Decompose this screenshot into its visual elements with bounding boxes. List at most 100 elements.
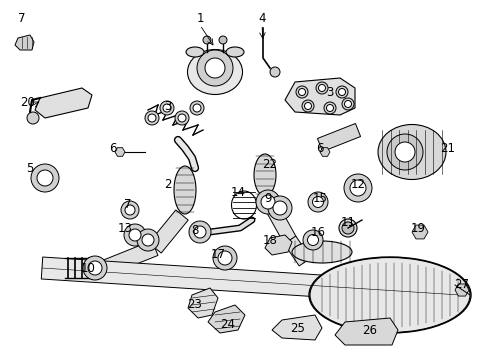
Circle shape	[318, 85, 325, 91]
Circle shape	[124, 224, 146, 246]
Text: 24: 24	[220, 319, 235, 332]
Polygon shape	[102, 240, 158, 275]
Text: 25: 25	[290, 321, 305, 334]
Circle shape	[129, 229, 141, 241]
Circle shape	[194, 226, 205, 238]
Polygon shape	[187, 288, 218, 318]
Ellipse shape	[338, 219, 356, 237]
Circle shape	[303, 230, 323, 250]
Text: 22: 22	[262, 158, 277, 171]
Text: 15: 15	[312, 192, 327, 204]
Circle shape	[338, 89, 345, 95]
Text: 23: 23	[187, 298, 202, 311]
Circle shape	[307, 234, 318, 246]
Text: 26: 26	[362, 324, 377, 337]
Circle shape	[125, 205, 135, 215]
Circle shape	[326, 104, 333, 112]
Text: 10: 10	[81, 261, 95, 274]
Polygon shape	[317, 123, 360, 152]
Circle shape	[190, 101, 203, 115]
Circle shape	[37, 170, 53, 186]
Polygon shape	[271, 315, 321, 340]
Text: 27: 27	[453, 279, 468, 292]
Circle shape	[189, 221, 210, 243]
Ellipse shape	[187, 49, 242, 94]
Text: 14: 14	[230, 186, 245, 199]
Text: 13: 13	[117, 221, 132, 234]
Ellipse shape	[185, 47, 203, 57]
Polygon shape	[35, 88, 92, 118]
Circle shape	[304, 103, 311, 109]
Text: 6: 6	[316, 141, 323, 154]
Text: 19: 19	[409, 221, 425, 234]
Text: 20: 20	[20, 95, 35, 108]
Text: 16: 16	[310, 226, 325, 239]
Circle shape	[145, 111, 159, 125]
Circle shape	[302, 100, 313, 112]
Text: 11: 11	[340, 216, 355, 230]
Circle shape	[269, 67, 280, 77]
Circle shape	[163, 104, 171, 112]
Circle shape	[178, 114, 185, 122]
Circle shape	[193, 104, 201, 112]
Polygon shape	[15, 35, 34, 50]
Polygon shape	[148, 210, 188, 253]
Text: 3: 3	[325, 85, 333, 99]
Polygon shape	[258, 192, 296, 243]
Circle shape	[341, 98, 353, 110]
Text: 4: 4	[258, 12, 265, 24]
Circle shape	[219, 36, 226, 44]
Circle shape	[121, 201, 139, 219]
Circle shape	[307, 192, 327, 212]
Text: 6: 6	[109, 141, 117, 154]
Circle shape	[295, 86, 307, 98]
Circle shape	[88, 261, 102, 275]
Circle shape	[324, 102, 335, 114]
Polygon shape	[319, 148, 329, 156]
Circle shape	[261, 195, 274, 209]
Circle shape	[203, 36, 210, 44]
Text: 21: 21	[440, 141, 454, 154]
Circle shape	[148, 114, 156, 122]
Polygon shape	[284, 236, 310, 266]
Polygon shape	[41, 257, 460, 306]
Circle shape	[83, 256, 107, 280]
Circle shape	[344, 100, 351, 108]
Circle shape	[31, 164, 59, 192]
Polygon shape	[264, 235, 291, 255]
Text: 12: 12	[350, 179, 365, 192]
Polygon shape	[115, 148, 125, 156]
Circle shape	[343, 174, 371, 202]
Circle shape	[175, 111, 189, 125]
Ellipse shape	[225, 47, 244, 57]
Circle shape	[315, 82, 327, 94]
Polygon shape	[411, 225, 427, 239]
Text: 9: 9	[264, 192, 271, 204]
Text: 2: 2	[164, 179, 171, 192]
Circle shape	[349, 180, 365, 196]
Circle shape	[137, 229, 159, 251]
Polygon shape	[207, 305, 244, 333]
Circle shape	[267, 196, 291, 220]
Circle shape	[335, 86, 347, 98]
Circle shape	[197, 50, 232, 86]
Polygon shape	[42, 260, 68, 276]
Text: 8: 8	[191, 224, 198, 237]
Text: 18: 18	[262, 234, 277, 247]
Circle shape	[272, 201, 286, 215]
Polygon shape	[334, 318, 397, 345]
Circle shape	[256, 190, 280, 214]
Ellipse shape	[377, 125, 445, 180]
Polygon shape	[285, 78, 354, 115]
Circle shape	[394, 142, 414, 162]
Text: 1: 1	[196, 12, 203, 24]
Text: 5: 5	[26, 162, 34, 175]
Circle shape	[218, 251, 231, 265]
Text: 17: 17	[210, 248, 225, 261]
Circle shape	[341, 222, 353, 234]
Text: 3: 3	[164, 100, 171, 113]
Ellipse shape	[309, 257, 469, 333]
Circle shape	[142, 234, 154, 246]
Ellipse shape	[253, 154, 275, 196]
Circle shape	[27, 112, 39, 124]
